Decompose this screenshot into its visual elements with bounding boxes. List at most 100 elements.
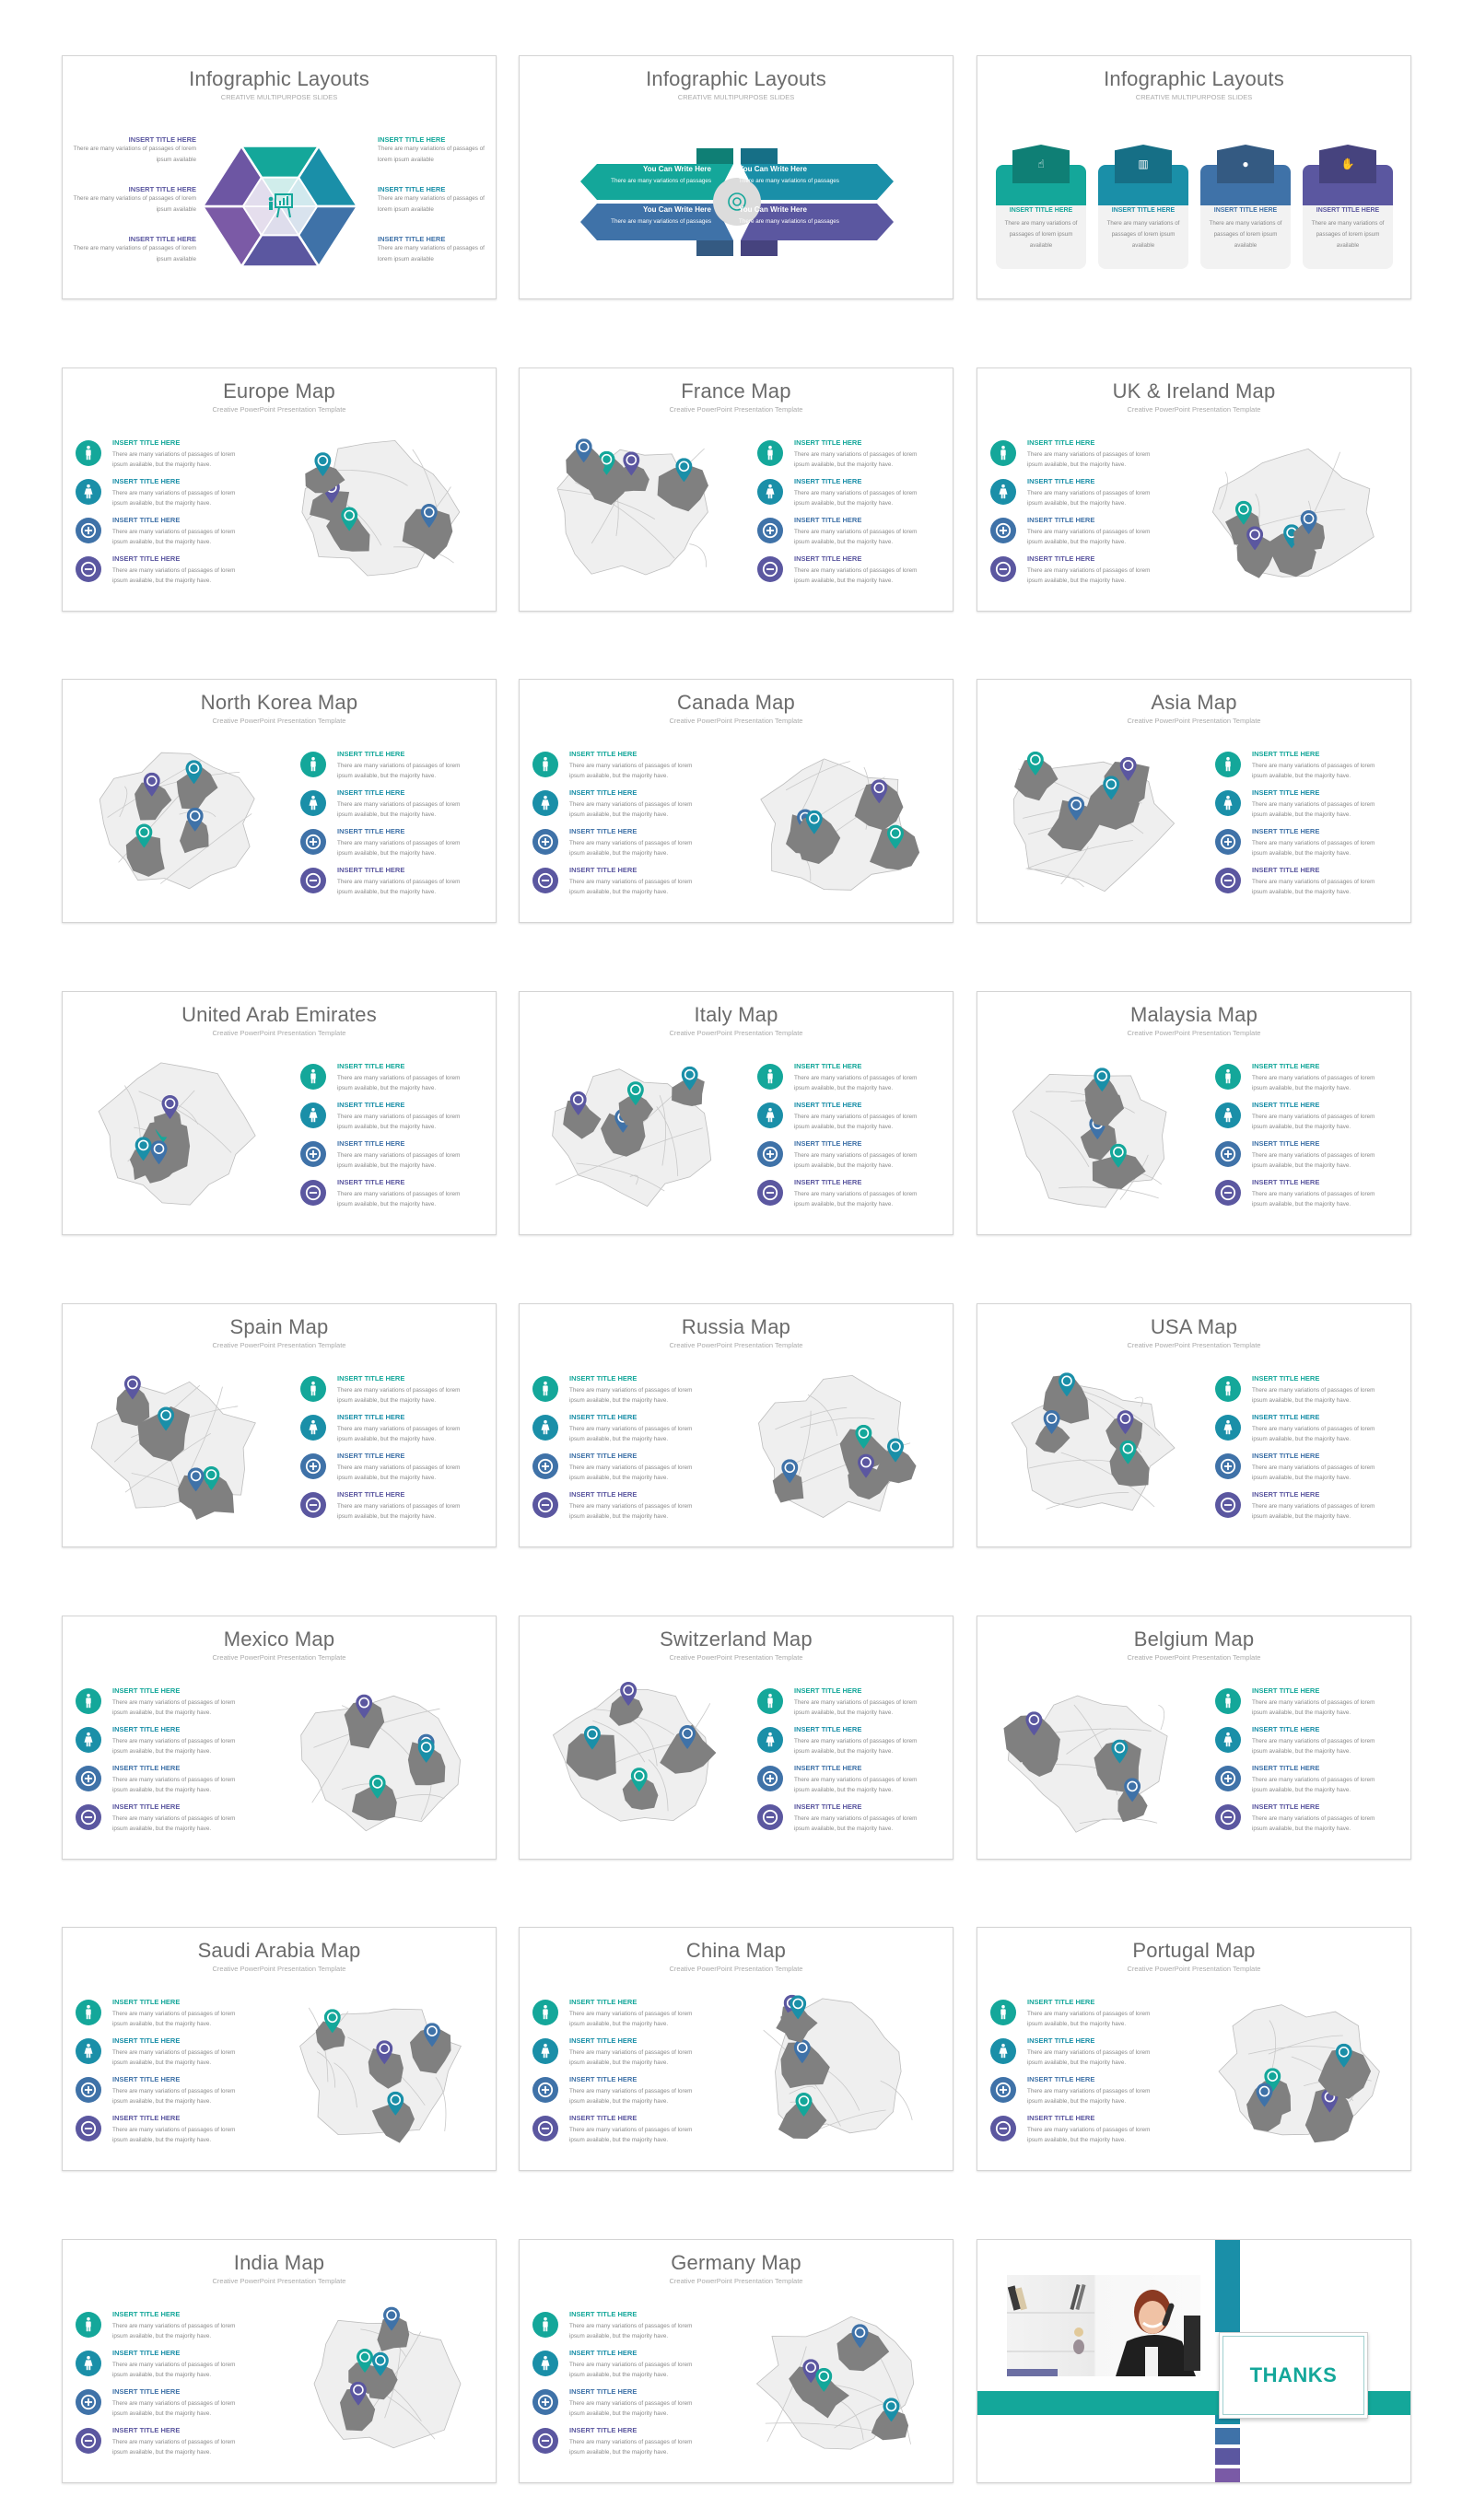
female-icon bbox=[532, 790, 558, 816]
feature-title: INSERT TITLE HERE bbox=[1027, 1998, 1095, 2006]
slide-mexico[interactable]: Mexico Map Creative PowerPoint Presentati… bbox=[62, 1616, 497, 1860]
feature-item: INSERT TITLE HERE There are many variatio… bbox=[532, 866, 744, 904]
map-illustration bbox=[985, 1668, 1197, 1852]
slide-uae[interactable]: United Arab Emirates Creative PowerPoint … bbox=[62, 991, 497, 1235]
feature-text: There are many variations of passages of… bbox=[1252, 1699, 1375, 1716]
slide-spain[interactable]: Spain Map Creative PowerPoint Presentatio… bbox=[62, 1303, 497, 1547]
male-icon bbox=[532, 752, 558, 777]
feature-text: There are many variations of passages of… bbox=[112, 2011, 236, 2027]
feature-text: There are many variations of passages of… bbox=[112, 451, 236, 468]
slide-infographic-arrows[interactable]: Infographic Layouts CREATIVE MULTIPURPOSE… bbox=[519, 55, 953, 299]
feature-title: INSERT TITLE HERE bbox=[794, 1725, 862, 1733]
slide-canada[interactable]: Canada Map Creative PowerPoint Presentati… bbox=[519, 679, 953, 923]
feature-item: INSERT TITLE HERE There are many variatio… bbox=[757, 1139, 953, 1178]
label-text: There are many variations of passages of… bbox=[73, 195, 196, 213]
minus-circle-icon bbox=[757, 1804, 783, 1830]
feature-text: There are many variations of passages of… bbox=[1027, 2049, 1151, 2066]
feature-title: INSERT TITLE HERE bbox=[1252, 1490, 1320, 1499]
male-icon bbox=[76, 2000, 101, 2025]
chart-down-icon: ▥ bbox=[1115, 145, 1172, 183]
map-illustration bbox=[985, 731, 1197, 916]
feature-text: There are many variations of passages of… bbox=[569, 1387, 693, 1404]
slide-title: Russia Map bbox=[681, 1315, 791, 1338]
hexagon-label-left: INSERT TITLE HERE There are many variatio… bbox=[67, 185, 196, 216]
feature-text: There are many variations of passages of… bbox=[569, 2362, 693, 2378]
feature-title: INSERT TITLE HERE bbox=[1027, 477, 1095, 485]
vertical-bar-seg-4 bbox=[1215, 2468, 1240, 2482]
slide-belgium[interactable]: Belgium Map Creative PowerPoint Presentat… bbox=[977, 1616, 1411, 1860]
feature-text: There are many variations of passages of… bbox=[1027, 490, 1151, 507]
slide-asia[interactable]: Asia Map Creative PowerPoint Presentation… bbox=[977, 679, 1411, 923]
slide-title: USA Map bbox=[1150, 1315, 1238, 1338]
feature-list: INSERT TITLE HERE There are many variatio… bbox=[300, 1374, 496, 1529]
feature-item: INSERT TITLE HERE There are many variatio… bbox=[300, 1139, 496, 1178]
slide-italy[interactable]: Italy Map Creative PowerPoint Presentatio… bbox=[519, 991, 953, 1235]
feature-item: INSERT TITLE HERE There are many variatio… bbox=[300, 788, 496, 827]
feature-title: INSERT TITLE HERE bbox=[1027, 2114, 1095, 2122]
slide-switzerland[interactable]: Switzerland Map Creative PowerPoint Prese… bbox=[519, 1616, 953, 1860]
slide-title: Asia Map bbox=[1151, 691, 1237, 714]
female-icon bbox=[757, 1102, 783, 1128]
feature-title: INSERT TITLE HERE bbox=[112, 2310, 181, 2318]
hexagon-diagram bbox=[200, 137, 360, 275]
feature-text: There are many variations of passages of… bbox=[569, 1426, 693, 1442]
feature-list: INSERT TITLE HERE There are many variatio… bbox=[76, 438, 287, 593]
map-illustration bbox=[731, 1356, 943, 1540]
feature-text: There are many variations of passages of… bbox=[337, 1387, 461, 1404]
feature-title: INSERT TITLE HERE bbox=[337, 750, 405, 758]
map-illustration bbox=[527, 420, 739, 604]
label-title: INSERT TITLE HERE bbox=[128, 185, 196, 193]
slide-subtitle: Creative PowerPoint Presentation Templat… bbox=[212, 717, 346, 725]
card-text: There are many variations of passages of… bbox=[1311, 220, 1385, 249]
feature-title: INSERT TITLE HERE bbox=[1027, 438, 1095, 447]
feature-list: INSERT TITLE HERE There are many variatio… bbox=[532, 750, 744, 904]
thanks-frame: THANKS bbox=[1222, 2336, 1364, 2415]
feature-title: INSERT TITLE HERE bbox=[569, 866, 638, 874]
feature-title: INSERT TITLE HERE bbox=[112, 554, 181, 563]
slide-europe[interactable]: Europe Map Creative PowerPoint Presentati… bbox=[62, 368, 497, 612]
slide-china[interactable]: China Map Creative PowerPoint Presentatio… bbox=[519, 1927, 953, 2171]
male-icon bbox=[757, 1064, 783, 1090]
slide-germany[interactable]: Germany Map Creative PowerPoint Presentat… bbox=[519, 2239, 953, 2483]
feature-text: There are many variations of passages of… bbox=[112, 2323, 236, 2339]
arrow-text: There are many variations of passages bbox=[739, 178, 839, 184]
slide-thanks[interactable]: THANKS bbox=[977, 2239, 1411, 2483]
slide-france[interactable]: France Map Creative PowerPoint Presentati… bbox=[519, 368, 953, 612]
feature-text: There are many variations of passages of… bbox=[112, 490, 236, 507]
feature-text: There are many variations of passages of… bbox=[794, 1075, 918, 1091]
slide-infographic-hexagon[interactable]: Infographic Layouts CREATIVE MULTIPURPOSE… bbox=[62, 55, 497, 299]
feature-item: INSERT TITLE HERE There are many variatio… bbox=[300, 866, 496, 904]
feature-text: There are many variations of passages of… bbox=[569, 2323, 693, 2339]
feature-text: There are many variations of passages of… bbox=[794, 567, 918, 584]
feature-title: INSERT TITLE HERE bbox=[1252, 750, 1320, 758]
arrow-title: You Can Write Here bbox=[739, 165, 807, 173]
slide-saudi-arabia[interactable]: Saudi Arabia Map Creative PowerPoint Pres… bbox=[62, 1927, 497, 2171]
feature-text: There are many variations of passages of… bbox=[112, 1738, 236, 1755]
card-title: INSERT TITLE HERE bbox=[1316, 207, 1380, 214]
minus-circle-icon bbox=[532, 2428, 558, 2454]
slide-usa[interactable]: USA Map Creative PowerPoint Presentation … bbox=[977, 1303, 1411, 1547]
feature-text: There are many variations of passages of… bbox=[569, 840, 693, 857]
slide-uk-ireland[interactable]: UK & Ireland Map Creative PowerPoint Pres… bbox=[977, 368, 1411, 612]
female-icon bbox=[76, 2351, 101, 2376]
female-icon bbox=[76, 1727, 101, 1753]
feature-text: There are many variations of passages of… bbox=[1252, 1191, 1375, 1208]
location-pin-icon: ● bbox=[1217, 145, 1274, 183]
slide-north-korea[interactable]: North Korea Map Creative PowerPoint Prese… bbox=[62, 679, 497, 923]
slide-malaysia[interactable]: Malaysia Map Creative PowerPoint Presenta… bbox=[977, 991, 1411, 1235]
feature-item: INSERT TITLE HERE There are many variatio… bbox=[300, 1178, 496, 1217]
feature-text: There are many variations of passages of… bbox=[112, 529, 236, 545]
slide-portugal[interactable]: Portugal Map Creative PowerPoint Presenta… bbox=[977, 1927, 1411, 2171]
feature-text: There are many variations of passages of… bbox=[794, 1191, 918, 1208]
feature-item: INSERT TITLE HERE There are many variatio… bbox=[757, 516, 953, 554]
feature-item: INSERT TITLE HERE There are many variatio… bbox=[300, 1101, 496, 1139]
feature-title: INSERT TITLE HERE bbox=[112, 1764, 181, 1772]
card-text: There are many variations of passages of… bbox=[1106, 220, 1180, 249]
slide-russia[interactable]: Russia Map Creative PowerPoint Presentati… bbox=[519, 1303, 953, 1547]
map-illustration bbox=[985, 1044, 1197, 1228]
feature-item: INSERT TITLE HERE There are many variatio… bbox=[76, 554, 287, 593]
slide-infographic-cards[interactable]: Infographic Layouts CREATIVE MULTIPURPOSE… bbox=[977, 55, 1411, 299]
feature-title: INSERT TITLE HERE bbox=[569, 788, 638, 797]
slide-india[interactable]: India Map Creative PowerPoint Presentatio… bbox=[62, 2239, 497, 2483]
male-icon bbox=[1215, 1064, 1241, 1090]
